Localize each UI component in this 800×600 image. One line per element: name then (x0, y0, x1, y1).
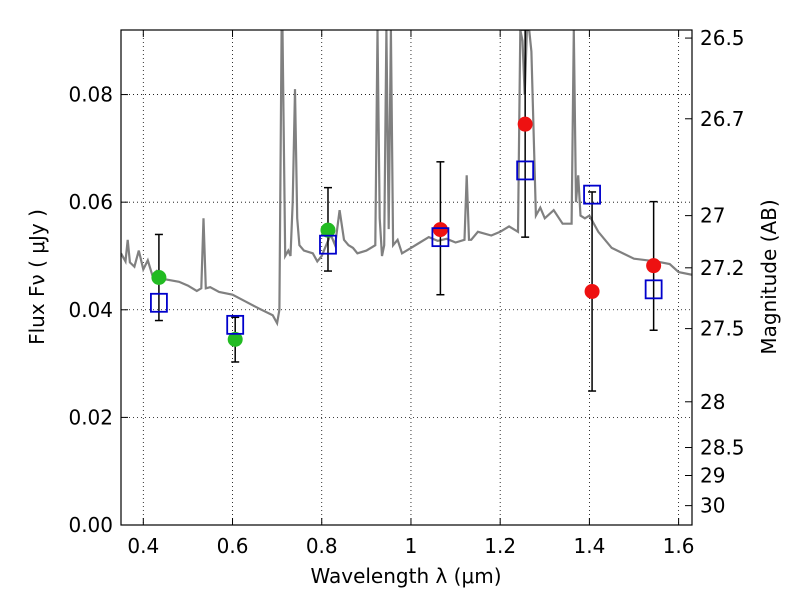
x-tick-label: 1 (405, 534, 418, 558)
plot-frame (120, 29, 693, 526)
x-tick-label: 0.4 (127, 534, 159, 558)
data-point-square (150, 292, 168, 313)
data-point-square (431, 227, 450, 248)
axis-ticks (121, 30, 692, 526)
y2-tick-label: 27 (700, 204, 725, 228)
y2-tick-label: 30 (700, 494, 725, 518)
data-point-circle (646, 258, 662, 274)
data-point-circle (227, 331, 243, 347)
y2-tick-label: 27.2 (700, 256, 745, 280)
data-points (150, 30, 663, 392)
x-axis-label: Wavelength λ (μm) (310, 564, 501, 588)
y-tick-label: 0.04 (68, 298, 113, 322)
grid-lines (121, 30, 692, 526)
x-tick-label: 1.6 (663, 534, 695, 558)
model-spectrum-line (121, 30, 692, 327)
data-point-square (226, 314, 245, 335)
x-tick-label: 0.8 (306, 534, 338, 558)
data-point-circle (584, 283, 600, 299)
data-point-circle (151, 270, 167, 285)
data-point-square (319, 234, 337, 255)
y2-tick-label: 29 (700, 464, 725, 488)
y2-tick-label: 26.5 (700, 26, 745, 50)
tick-labels: 0.4 0.6 0.8 1 1.2 1.4 1.6 0.00 0.02 0.04 0.06 0.08 2… (68, 26, 744, 558)
data-point-square (583, 184, 601, 205)
data-point-circle (432, 222, 448, 238)
y2-axis-label: Magnitude (AB) (757, 199, 781, 354)
y-tick-label: 0.08 (68, 83, 113, 107)
y-tick-label: 0.00 (68, 513, 113, 537)
data-point-circle (320, 222, 336, 238)
x-tick-label: 1.4 (573, 534, 605, 558)
y2-tick-label: 28.5 (700, 436, 745, 460)
x-tick-label: 1.2 (484, 534, 516, 558)
y-tick-label: 0.06 (68, 190, 113, 214)
y2-tick-label: 28 (700, 390, 725, 414)
y-tick-label: 0.02 (68, 405, 113, 429)
data-point-square (516, 160, 535, 181)
x-tick-label: 0.6 (217, 534, 249, 558)
y2-tick-label: 27.5 (700, 317, 745, 341)
data-point-circle (517, 116, 533, 132)
y-axis-label: Flux Fν ( μJy ) (25, 209, 49, 345)
y2-tick-label: 26.7 (700, 107, 745, 131)
data-point-square (644, 279, 663, 300)
